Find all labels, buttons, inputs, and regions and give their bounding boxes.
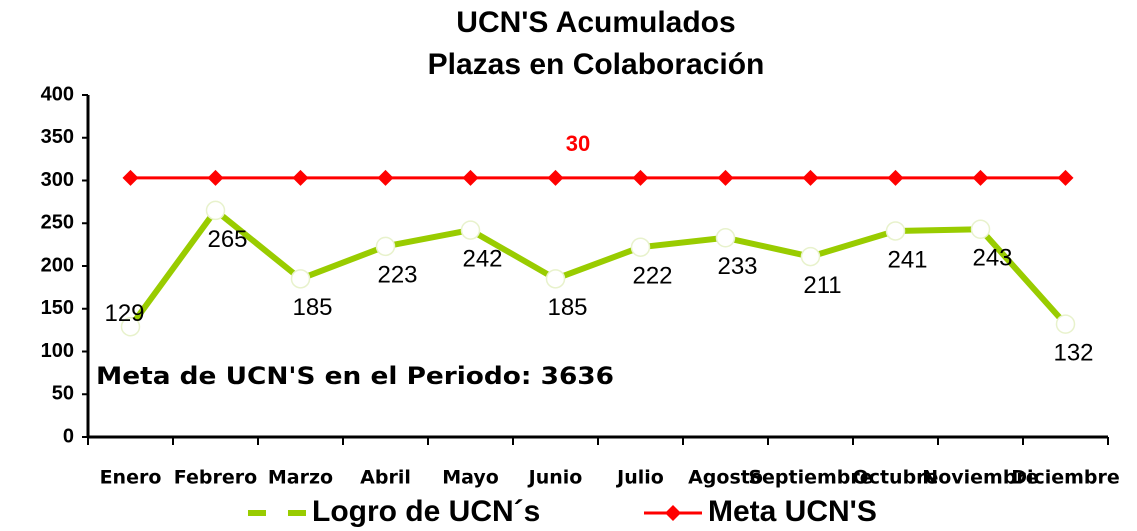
- chart-subtitle: Plazas en Colaboración: [428, 48, 765, 81]
- data-label: 241: [887, 246, 927, 273]
- point: [122, 169, 139, 186]
- series-line: [128, 207, 1068, 329]
- y-tick-label: 250: [41, 212, 74, 234]
- x-tick-label: Abril: [360, 467, 411, 489]
- x-tick-label: Diciembre: [1011, 467, 1120, 489]
- annotation: 30: [566, 131, 590, 156]
- x-tick-label: Mayo: [442, 467, 499, 489]
- y-tick-label: 200: [41, 254, 74, 276]
- point: [885, 221, 906, 241]
- x-tick-label: Octubre: [853, 467, 939, 489]
- point: [545, 269, 566, 289]
- point: [377, 169, 394, 186]
- data-label: 222: [632, 263, 672, 290]
- data-label: 242: [462, 245, 502, 272]
- point: [290, 269, 311, 289]
- y-tick-label: 350: [41, 126, 74, 148]
- data-label: 243: [972, 245, 1012, 272]
- y-tick-label: 0: [63, 425, 74, 447]
- chart-title: UCN'S Acumulados: [456, 6, 735, 39]
- point: [205, 200, 226, 221]
- point: [717, 169, 734, 186]
- annotation: Meta de UCN'S en el Periodo: 3636: [96, 362, 614, 390]
- point: [120, 316, 141, 337]
- point: [462, 169, 479, 186]
- legend-label: Logro de UCN´s: [312, 495, 540, 528]
- point: [632, 169, 649, 186]
- y-tick-label: 400: [41, 83, 74, 105]
- point: [375, 236, 396, 257]
- point: [802, 169, 819, 186]
- point: [887, 169, 904, 186]
- y-tick-label: 150: [41, 297, 74, 319]
- data-label: 185: [292, 294, 332, 321]
- point: [547, 169, 564, 186]
- legend-marker: [268, 504, 286, 522]
- point: [1055, 314, 1076, 334]
- point: [460, 220, 481, 240]
- data-label: 211: [803, 272, 841, 299]
- y-tick-label: 100: [41, 340, 74, 362]
- data-label: 223: [377, 262, 417, 289]
- data-label: 265: [207, 226, 247, 253]
- legend-label: Meta UCN'S: [708, 495, 877, 528]
- x-tick-label: Julio: [615, 467, 664, 489]
- point: [970, 219, 991, 239]
- point: [715, 228, 736, 248]
- data-label: 132: [1053, 339, 1093, 366]
- data-label: 185: [547, 294, 587, 321]
- y-tick-label: 50: [52, 383, 74, 405]
- y-tick-label: 300: [41, 169, 74, 191]
- x-tick-label: Septiembre: [748, 467, 872, 489]
- data-label: 233: [717, 253, 757, 280]
- point: [207, 169, 224, 186]
- point: [800, 246, 821, 267]
- x-tick-label: Febrero: [174, 467, 257, 489]
- data-label: 129: [104, 300, 144, 327]
- point: [972, 169, 989, 186]
- point: [292, 169, 309, 186]
- x-tick-label: Agosto: [688, 467, 763, 489]
- x-tick-label: Noviembre: [922, 467, 1038, 489]
- point: [1057, 169, 1074, 186]
- x-tick-label: Enero: [100, 467, 162, 489]
- point: [630, 237, 651, 257]
- x-tick-label: Marzo: [268, 467, 333, 489]
- x-tick-label: Junio: [527, 467, 583, 489]
- legend-marker: [665, 505, 681, 521]
